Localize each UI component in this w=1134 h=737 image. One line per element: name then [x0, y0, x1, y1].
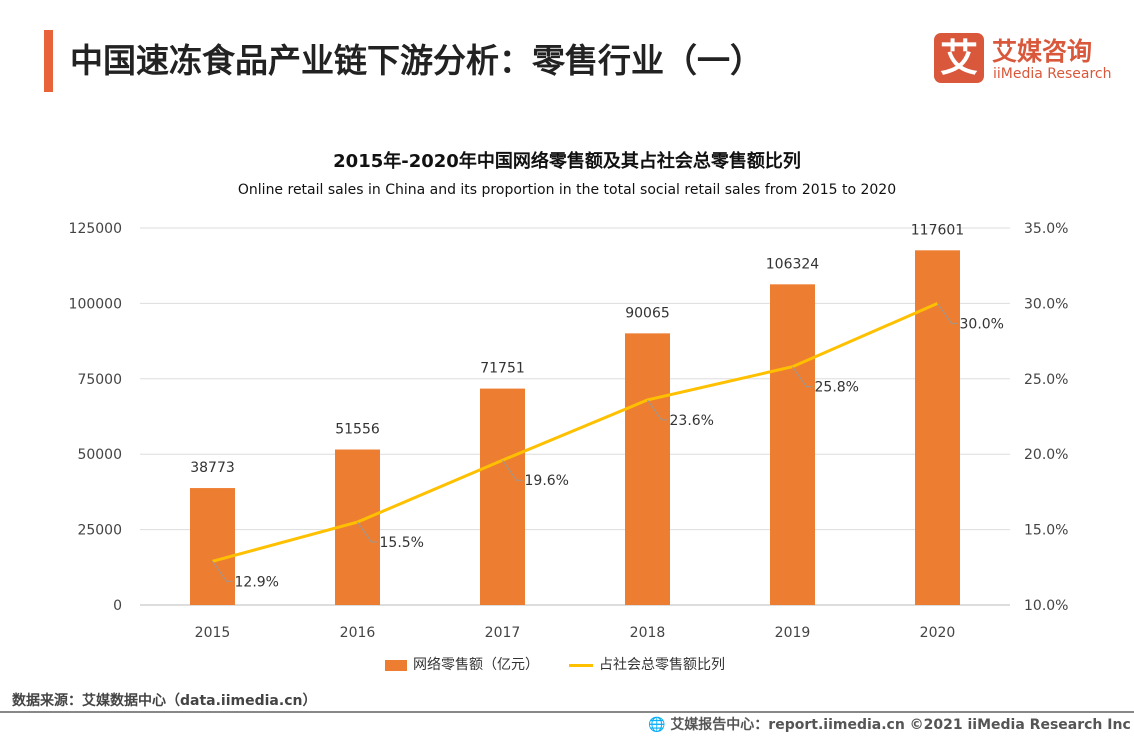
line-data-label: 25.8%	[815, 380, 859, 396]
legend-bar-label: 网络零售额（亿元）	[413, 657, 539, 673]
title-accent-bar	[44, 30, 53, 92]
logo-text-cn: 艾媒咨询	[992, 37, 1093, 66]
legend: 网络零售额（亿元） 占社会总零售额比列	[385, 654, 725, 674]
bar	[625, 333, 670, 605]
bar-data-label: 71751	[480, 361, 525, 377]
right-tick-label: 30.0%	[1024, 296, 1068, 312]
x-tick-label: 2019	[775, 625, 811, 641]
left-tick-label: 50000	[77, 447, 122, 463]
line-data-label: 30.0%	[960, 316, 1004, 332]
bar-data-label: 51556	[335, 422, 380, 438]
right-tick-label: 35.0%	[1024, 221, 1068, 237]
globe-icon: 🌐	[648, 717, 666, 733]
x-tick-label: 2018	[630, 625, 666, 641]
page-title: 中国速冻食品产业链下游分析：零售行业（一）	[70, 41, 763, 80]
legend-bar: 网络零售额（亿元）	[385, 654, 539, 674]
line-data-label: 19.6%	[525, 473, 569, 489]
leader-line	[357, 521, 378, 543]
leader-line	[502, 459, 523, 481]
left-tick-label: 0	[113, 598, 122, 614]
right-tick-label: 10.0%	[1024, 598, 1068, 614]
leader-line	[792, 366, 813, 388]
right-tick-label: 25.0%	[1024, 372, 1068, 388]
leader-line	[647, 399, 668, 421]
bar	[190, 488, 235, 605]
line-data-label: 23.6%	[670, 413, 714, 429]
leader-line	[937, 303, 958, 324]
bar-data-label: 38773	[190, 460, 235, 476]
x-tick-label: 2016	[340, 625, 376, 641]
left-tick-label: 25000	[77, 523, 122, 539]
x-tick-label: 2017	[485, 625, 521, 641]
footer-divider	[0, 711, 1134, 713]
chart-subtitle: Online retail sales in China and its pro…	[237, 182, 897, 198]
bar-data-label: 90065	[625, 305, 670, 321]
right-tick-label: 15.0%	[1024, 523, 1068, 539]
line-data-label: 12.9%	[235, 574, 279, 590]
x-tick-label: 2020	[920, 625, 956, 641]
left-tick-label: 125000	[69, 221, 122, 237]
legend-line: 占社会总零售额比列	[569, 654, 725, 674]
chart-title: 2015年-2020年中国网络零售额及其占社会总零售额比列	[333, 151, 801, 172]
logo-text-en: iiMedia Research	[993, 66, 1112, 82]
x-tick-label: 2015	[195, 625, 231, 641]
left-tick-label: 100000	[69, 296, 122, 312]
right-tick-label: 20.0%	[1024, 447, 1068, 463]
line-data-label: 15.5%	[380, 535, 424, 551]
legend-line-label: 占社会总零售额比列	[599, 657, 725, 673]
logo-icon: 艾	[934, 33, 984, 83]
footer-credit: 🌐 艾媒报告中心：report.iimedia.cn ©2021 iiMedia…	[648, 714, 1131, 734]
leader-line	[212, 560, 233, 582]
bar	[770, 284, 815, 605]
footer-credit-text: 艾媒报告中心：report.iimedia.cn ©2021 iiMedia R…	[670, 717, 1131, 733]
left-tick-label: 75000	[77, 372, 122, 388]
line-series	[212, 302, 939, 563]
bar-data-label: 117601	[911, 222, 964, 238]
legend-line-swatch	[569, 663, 593, 667]
bar-data-label: 106324	[766, 256, 820, 272]
data-source: 数据来源：艾媒数据中心（data.iimedia.cn）	[12, 693, 317, 709]
bar	[480, 388, 525, 605]
legend-bar-swatch	[385, 659, 407, 671]
